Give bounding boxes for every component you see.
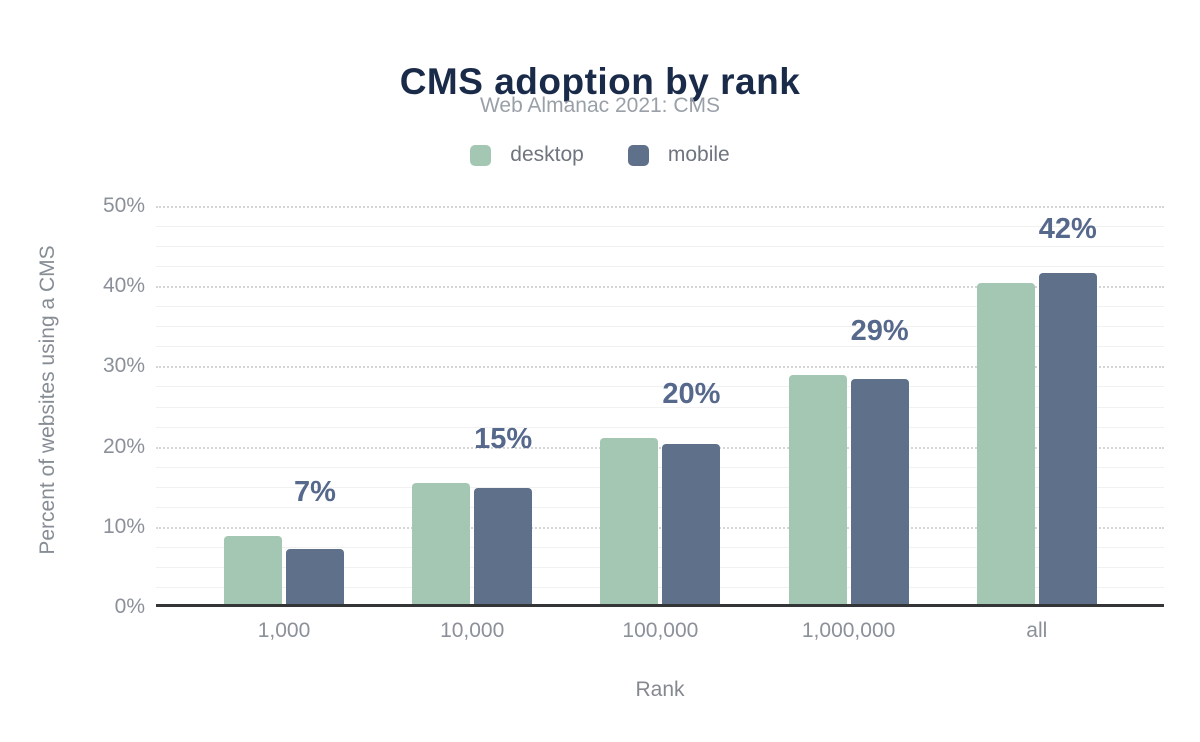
bar-desktop-100000[interactable] (600, 437, 659, 607)
x-category-label: 1,000,000 (801, 619, 896, 642)
minor-gridline (156, 506, 1164, 508)
minor-gridline (156, 246, 1164, 248)
major-gridline (156, 446, 1164, 449)
bar-desktop-10000[interactable] (412, 482, 471, 607)
x-category-label: 100,000 (622, 619, 699, 642)
legend: desktop mobile (0, 143, 1200, 167)
x-axis-line (156, 604, 1164, 607)
minor-gridline (156, 466, 1164, 468)
mobile-swatch-icon (627, 144, 649, 166)
bar-desktop-1000[interactable] (224, 535, 282, 607)
chart-subtitle: Web Almanac 2021: CMS (479, 94, 721, 117)
major-gridline (156, 286, 1164, 289)
minor-gridline (156, 386, 1164, 388)
legend-item-desktop[interactable]: desktop (470, 143, 584, 167)
bar-mobile-10000[interactable] (474, 487, 533, 607)
x-axis-title: Rank (635, 678, 685, 701)
major-gridline (156, 206, 1164, 208)
data-label: 15% (474, 422, 533, 455)
bar-mobile-all[interactable] (1038, 273, 1097, 607)
major-gridline (156, 526, 1164, 529)
minor-gridline (156, 266, 1164, 268)
y-tick-label: 0% (114, 595, 145, 618)
bar-mobile-1000[interactable] (286, 549, 344, 607)
legend-label: mobile (667, 143, 730, 166)
minor-gridline (156, 406, 1164, 408)
legend-label: desktop (510, 143, 584, 166)
y-tick-label: 10% (102, 514, 145, 538)
data-label: 7% (294, 475, 336, 508)
y-tick-label: 40% (102, 274, 145, 298)
bar-mobile-1000000[interactable] (850, 379, 909, 607)
y-tick-label: 20% (102, 434, 145, 458)
minor-gridline (156, 306, 1164, 308)
x-category-label: 1,000 (257, 619, 311, 642)
minor-gridline (156, 326, 1164, 328)
plot-area: 7% 15% 20% 29% 42% (156, 206, 1164, 607)
data-label: 29% (850, 315, 909, 348)
data-label: 42% (1038, 213, 1097, 246)
minor-gridline (156, 346, 1164, 348)
minor-gridline (156, 426, 1164, 428)
legend-item-mobile[interactable]: mobile (627, 143, 730, 167)
chart-title: CMS adoption by rank (399, 60, 801, 102)
desktop-swatch-icon (470, 144, 492, 166)
minor-gridline (156, 486, 1164, 488)
minor-gridline (156, 546, 1164, 548)
y-tick-label: 30% (102, 354, 145, 378)
x-category-label: all (1026, 619, 1048, 642)
data-label: 20% (662, 377, 721, 410)
bar-desktop-all[interactable] (976, 283, 1035, 607)
minor-gridline (156, 566, 1164, 568)
y-tick-label: 50% (102, 194, 145, 217)
bar-mobile-100000[interactable] (662, 444, 721, 607)
x-category-label: 10,000 (440, 619, 505, 642)
minor-gridline (156, 226, 1164, 228)
bar-desktop-1000000[interactable] (788, 375, 847, 607)
major-gridline (156, 366, 1164, 369)
minor-gridline (156, 586, 1164, 588)
